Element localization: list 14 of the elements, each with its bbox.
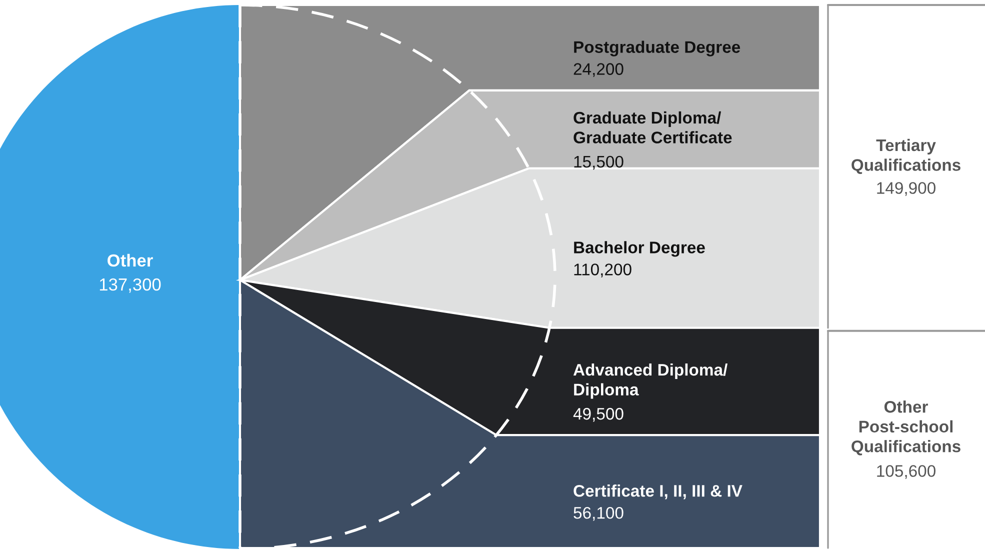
data-label: 24,200	[574, 63, 624, 77]
category-label: Certificate I, II, III & IV	[574, 484, 742, 500]
data-label: 110,200	[574, 264, 632, 278]
category-label: Other	[108, 254, 153, 267]
category-label: Advanced Diploma/ Diploma	[573, 363, 728, 399]
data-label: 137,300	[100, 278, 161, 293]
data-label: 49,500	[573, 408, 624, 422]
category-label: Bachelor Degree	[574, 241, 705, 257]
category-label: Postgraduate Degree	[574, 40, 740, 56]
category-label: Graduate Diploma/ Graduate Certificate	[574, 111, 732, 144]
text: Other Post-school Qualifications 105,600	[852, 400, 960, 479]
data-label: 56,100	[574, 506, 624, 521]
text: Tertiary Qualifications 149,900	[852, 138, 960, 196]
data-label: 15,500	[574, 156, 624, 170]
